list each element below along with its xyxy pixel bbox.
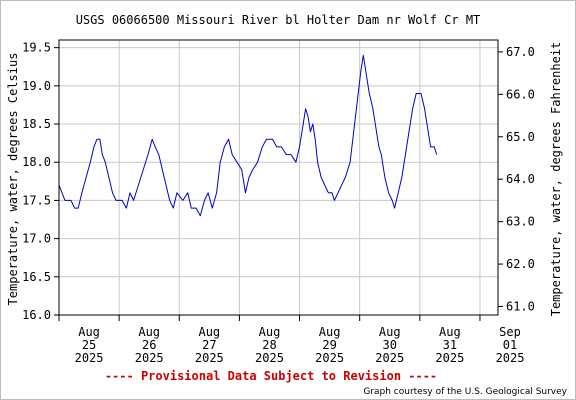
x-tick-label: Aug xyxy=(319,325,341,339)
y-tick-label-right: 65.0 xyxy=(506,130,535,144)
x-tick-label: 31 xyxy=(443,338,457,352)
right-axis-ticks: 61.0 62.0 63.0 64.0 65.0 66.0 67.0 xyxy=(498,45,535,314)
x-tick-label: 25 xyxy=(82,338,96,352)
plot-area xyxy=(58,39,499,316)
y-tick-label-left: 16.0 xyxy=(22,308,51,322)
x-tick-label: 2025 xyxy=(315,351,344,365)
x-tick-label: 27 xyxy=(202,338,216,352)
x-tick-label: Aug xyxy=(439,325,461,339)
x-tick-label: Aug xyxy=(138,325,160,339)
y-tick-label-right: 62.0 xyxy=(506,257,535,271)
left-axis-ticks: 16.0 16.5 17.0 17.5 18.0 18.5 19.0 19.5 xyxy=(22,41,59,322)
x-tick-label: Aug xyxy=(259,325,281,339)
x-tick-label: 29 xyxy=(322,338,336,352)
y-tick-label-right: 64.0 xyxy=(506,172,535,186)
series-line-1 xyxy=(58,54,438,217)
x-tick-label: 01 xyxy=(503,338,517,352)
chart-title: USGS 06066500 Missouri River bl Holter D… xyxy=(76,13,481,27)
y-tick-label-right: 61.0 xyxy=(506,300,535,314)
x-tick-label: Aug xyxy=(379,325,401,339)
y-axis-label-left: Temperature, water, degrees Celsius xyxy=(6,53,20,306)
y-tick-label-right: 67.0 xyxy=(506,45,535,59)
x-axis-ticks: Aug252025Aug262025Aug272025Aug282025Aug2… xyxy=(58,315,525,365)
x-tick-label: 2025 xyxy=(255,351,284,365)
y-tick-label-left: 19.0 xyxy=(22,79,51,93)
x-tick-label: 2025 xyxy=(195,351,224,365)
x-tick-label: Aug xyxy=(78,325,100,339)
x-tick-label: Aug xyxy=(198,325,220,339)
provisional-notice: ---- Provisional Data Subject to Revisio… xyxy=(105,369,437,383)
series-group xyxy=(58,54,438,217)
y-tick-label-left: 17.0 xyxy=(22,232,51,246)
x-tick-label: 2025 xyxy=(135,351,164,365)
y-tick-label-left: 16.5 xyxy=(22,270,51,284)
x-tick-label: 30 xyxy=(383,338,397,352)
x-tick-label: 26 xyxy=(142,338,156,352)
x-tick-label: Sep xyxy=(499,325,521,339)
y-tick-label-left: 18.5 xyxy=(22,117,51,131)
y-tick-label-right: 66.0 xyxy=(506,87,535,101)
y-tick-label-left: 17.5 xyxy=(22,193,51,207)
y-axis-label-right: Temperature, water, degrees Fahrenheit xyxy=(549,42,563,317)
x-tick-label: 2025 xyxy=(435,351,464,365)
y-tick-label-right: 63.0 xyxy=(506,215,535,229)
x-tick-label: 28 xyxy=(262,338,276,352)
y-tick-label-left: 18.0 xyxy=(22,155,51,169)
x-tick-label: 2025 xyxy=(375,351,404,365)
x-tick-label: 2025 xyxy=(75,351,104,365)
graph-credit: Graph courtesy of the U.S. Geological Su… xyxy=(363,387,567,397)
y-tick-label-left: 19.5 xyxy=(22,41,51,55)
x-tick-label: 2025 xyxy=(496,351,525,365)
grid xyxy=(59,40,498,316)
